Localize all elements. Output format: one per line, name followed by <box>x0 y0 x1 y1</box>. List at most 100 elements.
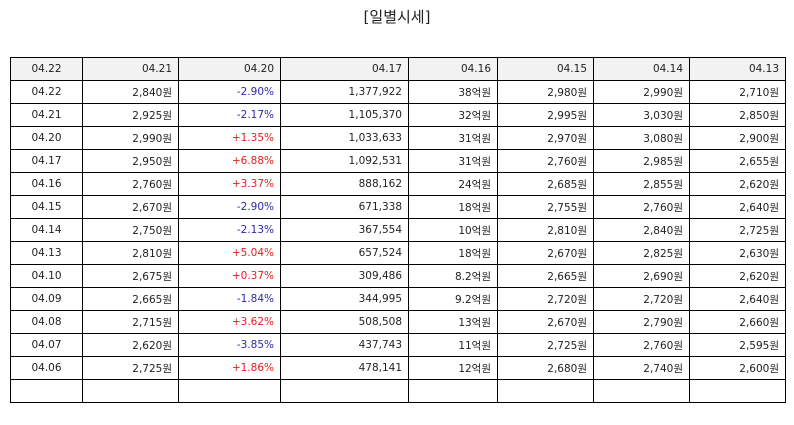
low-price-cell: 2,655원 <box>689 149 786 173</box>
high-price-cell: 2,690원 <box>593 264 690 288</box>
open-price-cell <box>497 379 594 403</box>
change-rate-cell: +3.37% <box>178 172 281 196</box>
date-cell: 04.17 <box>10 149 83 173</box>
table-row: 04.09 2,665원 -1.84% 344,995 9.2억원 2,720원 2,720… <box>10 287 786 311</box>
low-price-cell: 2,595원 <box>689 333 786 357</box>
low-price-cell: 2,850원 <box>689 103 786 127</box>
open-price-cell: 2,670원 <box>497 310 594 334</box>
change-rate-cell: -2.90% <box>178 80 281 104</box>
column-header: 04.20 <box>178 57 281 81</box>
column-header: 04.15 <box>497 57 594 81</box>
open-price-cell: 2,665원 <box>497 264 594 288</box>
volume-cell: 367,554 <box>280 218 409 242</box>
date-cell: 04.20 <box>10 126 83 150</box>
table-row: 04.22 2,840원 -2.90% 1,377,922 38억원 2,980원 2,99… <box>10 80 786 104</box>
date-cell: 04.13 <box>10 241 83 265</box>
change-rate-cell: -2.17% <box>178 103 281 127</box>
date-cell: 04.22 <box>10 80 83 104</box>
change-rate-cell: -2.90% <box>178 195 281 219</box>
change-rate-cell: +5.04% <box>178 241 281 265</box>
close-price-cell: 2,950원 <box>82 149 179 173</box>
close-price-cell: 2,840원 <box>82 80 179 104</box>
low-price-cell: 2,640원 <box>689 195 786 219</box>
volume-cell: 888,162 <box>280 172 409 196</box>
open-price-cell: 2,995원 <box>497 103 594 127</box>
change-rate-cell: +1.35% <box>178 126 281 150</box>
volume-cell: 1,105,370 <box>280 103 409 127</box>
trade-amount-cell: 32억원 <box>408 103 498 127</box>
volume-cell: 437,743 <box>280 333 409 357</box>
close-price-cell: 2,990원 <box>82 126 179 150</box>
trade-amount-cell: 9.2억원 <box>408 287 498 311</box>
date-cell: 04.06 <box>10 356 83 380</box>
close-price-cell: 2,670원 <box>82 195 179 219</box>
high-price-cell: 2,790원 <box>593 310 690 334</box>
volume-cell: 1,033,633 <box>280 126 409 150</box>
high-price-cell: 2,985원 <box>593 149 690 173</box>
change-rate-cell <box>178 379 281 403</box>
high-price-cell: 2,760원 <box>593 333 690 357</box>
volume-cell: 1,092,531 <box>280 149 409 173</box>
change-rate-cell: -3.85% <box>178 333 281 357</box>
high-price-cell: 2,990원 <box>593 80 690 104</box>
open-price-cell: 2,685원 <box>497 172 594 196</box>
table-body: 04.22 2,840원 -2.90% 1,377,922 38억원 2,980원 2,99… <box>10 80 786 403</box>
table-row: 04.08 2,715원 +3.62% 508,508 13억원 2,670원 2,790원… <box>10 310 786 334</box>
column-header: 04.17 <box>280 57 409 81</box>
table-row <box>10 379 786 403</box>
close-price-cell: 2,725원 <box>82 356 179 380</box>
column-header: 04.21 <box>82 57 179 81</box>
column-header: 04.14 <box>593 57 690 81</box>
high-price-cell: 3,030원 <box>593 103 690 127</box>
close-price-cell: 2,760원 <box>82 172 179 196</box>
date-cell: 04.10 <box>10 264 83 288</box>
table-row: 04.15 2,670원 -2.90% 671,338 18억원 2,755원 2,760원… <box>10 195 786 219</box>
open-price-cell: 2,680원 <box>497 356 594 380</box>
high-price-cell: 2,740원 <box>593 356 690 380</box>
trade-amount-cell: 10억원 <box>408 218 498 242</box>
trade-amount-cell: 24억원 <box>408 172 498 196</box>
open-price-cell: 2,980원 <box>497 80 594 104</box>
volume-cell: 344,995 <box>280 287 409 311</box>
change-rate-cell: +6.88% <box>178 149 281 173</box>
change-rate-cell: +1.86% <box>178 356 281 380</box>
date-cell <box>10 379 83 403</box>
open-price-cell: 2,720원 <box>497 287 594 311</box>
date-cell: 04.14 <box>10 218 83 242</box>
table-row: 04.07 2,620원 -3.85% 437,743 11억원 2,725원 2,760원… <box>10 333 786 357</box>
low-price-cell: 2,725원 <box>689 218 786 242</box>
date-cell: 04.21 <box>10 103 83 127</box>
close-price-cell: 2,620원 <box>82 333 179 357</box>
open-price-cell: 2,810원 <box>497 218 594 242</box>
close-price-cell: 2,715원 <box>82 310 179 334</box>
change-rate-cell: -2.13% <box>178 218 281 242</box>
low-price-cell: 2,710원 <box>689 80 786 104</box>
table-row: 04.20 2,990원 +1.35% 1,033,633 31억원 2,970원 3,08… <box>10 126 786 150</box>
date-cell: 04.08 <box>10 310 83 334</box>
date-cell: 04.07 <box>10 333 83 357</box>
trade-amount-cell: 8.2억원 <box>408 264 498 288</box>
table-row: 04.13 2,810원 +5.04% 657,524 18억원 2,670원 2,825원… <box>10 241 786 265</box>
table-row: 04.10 2,675원 +0.37% 309,486 8.2억원 2,665원 2,690… <box>10 264 786 288</box>
close-price-cell: 2,675원 <box>82 264 179 288</box>
volume-cell: 478,141 <box>280 356 409 380</box>
table-header-row: 04.22 04.21 04.20 04.17 04.16 04.15 04.1… <box>10 57 786 81</box>
page-title: [일별시세] <box>363 8 431 26</box>
close-price-cell <box>82 379 179 403</box>
open-price-cell: 2,670원 <box>497 241 594 265</box>
table-row: 04.06 2,725원 +1.86% 478,141 12억원 2,680원 2,740원… <box>10 356 786 380</box>
low-price-cell: 2,620원 <box>689 172 786 196</box>
low-price-cell: 2,660원 <box>689 310 786 334</box>
open-price-cell: 2,760원 <box>497 149 594 173</box>
volume-cell <box>280 379 409 403</box>
volume-cell: 657,524 <box>280 241 409 265</box>
table-row: 04.16 2,760원 +3.37% 888,162 24억원 2,685원 2,855원… <box>10 172 786 196</box>
open-price-cell: 2,725원 <box>497 333 594 357</box>
trade-amount-cell: 31억원 <box>408 149 498 173</box>
high-price-cell: 3,080원 <box>593 126 690 150</box>
column-header: 04.13 <box>689 57 786 81</box>
trade-amount-cell: 38억원 <box>408 80 498 104</box>
change-rate-cell: +0.37% <box>178 264 281 288</box>
volume-cell: 508,508 <box>280 310 409 334</box>
column-header: 04.16 <box>408 57 498 81</box>
